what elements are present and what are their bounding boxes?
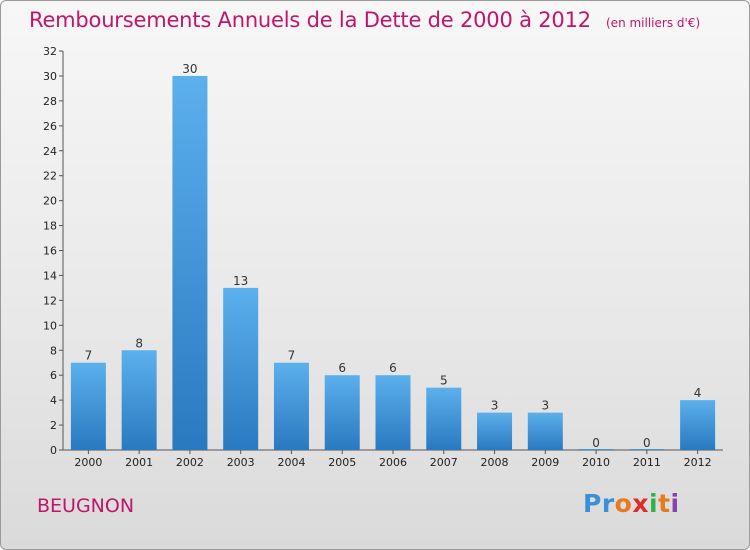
bars	[70, 75, 716, 450]
bar	[172, 75, 208, 450]
bar	[680, 400, 716, 450]
y-tick-label: 12	[43, 294, 57, 307]
y-tick-label: 10	[43, 319, 57, 332]
bar	[70, 362, 106, 450]
value-label: 0	[592, 436, 600, 450]
bar	[629, 449, 665, 450]
x-tick-label: 2002	[176, 456, 204, 469]
y-tick-label: 24	[43, 145, 57, 158]
logo-letter: r	[601, 489, 615, 518]
bar	[121, 350, 157, 450]
x-tick-label: 2010	[582, 456, 610, 469]
y-tick-label: 4	[50, 394, 57, 407]
bar	[527, 412, 563, 450]
value-label: 13	[233, 274, 248, 288]
value-label: 6	[338, 361, 346, 375]
y-tick-label: 16	[43, 245, 57, 258]
logo-letter: i	[670, 489, 680, 518]
y-tick-label: 2	[50, 419, 57, 432]
chart-unit: (en milliers d'€)	[606, 16, 701, 30]
y-tick-label: 20	[43, 195, 57, 208]
x-tick-label: 2009	[531, 456, 559, 469]
logo-letter: o	[614, 489, 633, 518]
value-label: 7	[85, 349, 93, 363]
bar	[477, 412, 513, 450]
x-tick-label: 2004	[277, 456, 305, 469]
y-tick-label: 28	[43, 95, 57, 108]
x-tick-label: 2005	[328, 456, 356, 469]
title-row: Remboursements Annuels de la Dette de 20…	[29, 8, 700, 32]
logo-letter: t	[658, 489, 671, 518]
value-label: 30	[182, 62, 197, 76]
logo-letter: P	[583, 489, 602, 518]
bar	[578, 449, 614, 450]
y-tick-label: 0	[50, 444, 57, 457]
bar	[223, 287, 259, 450]
proxiti-logo: Proxiti	[583, 489, 680, 518]
bar	[426, 387, 462, 450]
y-tick-label: 30	[43, 70, 57, 83]
value-label: 0	[643, 436, 651, 450]
x-tick-label: 2008	[481, 456, 509, 469]
x-tick-label: 2001	[125, 456, 153, 469]
chart-title: Remboursements Annuels de la Dette de 20…	[29, 8, 591, 32]
y-tick-label: 32	[43, 45, 57, 58]
x-tick-label: 2003	[227, 456, 255, 469]
y-tick-label: 22	[43, 170, 57, 183]
x-tick-label: 2012	[684, 456, 712, 469]
y-tick-label: 26	[43, 120, 57, 133]
x-tick-label: 2006	[379, 456, 407, 469]
bar	[273, 362, 309, 450]
value-label: 7	[288, 349, 296, 363]
bar	[324, 375, 360, 450]
bar	[375, 375, 411, 450]
x-tick-label: 2000	[74, 456, 102, 469]
value-label: 5	[440, 374, 448, 388]
logo-letter: x	[632, 489, 649, 518]
logo-letter: i	[649, 489, 659, 518]
x-tick-label: 2007	[430, 456, 458, 469]
value-label: 8	[135, 336, 143, 350]
x-tick-label: 2011	[633, 456, 661, 469]
y-tick-label: 6	[50, 369, 57, 382]
y-tick-label: 18	[43, 220, 57, 233]
place-name: BEUGNON	[37, 495, 135, 517]
value-label: 4	[694, 386, 702, 400]
value-label: 3	[541, 399, 549, 413]
value-label: 3	[491, 399, 499, 413]
y-tick-label: 14	[43, 269, 57, 282]
value-label: 6	[389, 361, 397, 375]
y-tick-label: 8	[50, 344, 57, 357]
